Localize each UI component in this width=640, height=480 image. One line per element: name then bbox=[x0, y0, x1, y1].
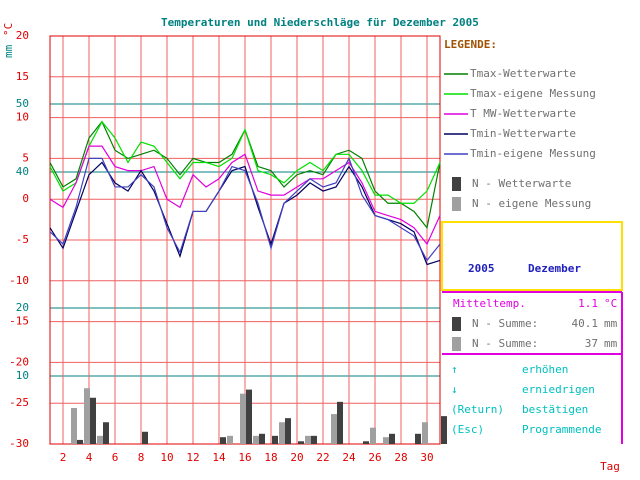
precipitation-bar bbox=[279, 422, 285, 444]
year: 2005 bbox=[468, 262, 495, 275]
x-tick-label: 16 bbox=[238, 451, 251, 464]
legend-swatch bbox=[452, 197, 461, 211]
stat-value: 37 bbox=[585, 337, 598, 350]
y-tick-label: 20 bbox=[16, 29, 29, 42]
control-key: (Return) bbox=[451, 403, 504, 416]
precipitation-bar bbox=[422, 422, 428, 444]
x-tick-label: 4 bbox=[86, 451, 93, 464]
date-box bbox=[441, 221, 623, 291]
x-tick-label: 30 bbox=[420, 451, 433, 464]
x-tick-label: 12 bbox=[186, 451, 199, 464]
stat-value: 1.1 bbox=[578, 297, 598, 310]
precipitation-bar bbox=[71, 407, 77, 444]
precipitation-bar bbox=[259, 433, 265, 444]
stat-value: 40.1 bbox=[572, 317, 599, 330]
y-tick-label: -20 bbox=[9, 355, 29, 368]
y2-unit: mm bbox=[2, 44, 15, 58]
precipitation-bar bbox=[272, 435, 278, 444]
precipitation-bar bbox=[311, 435, 317, 444]
x-tick-label: 8 bbox=[138, 451, 145, 464]
precipitation-bar bbox=[415, 433, 421, 444]
precipitation-bar bbox=[90, 397, 96, 444]
y-tick-label: 0 bbox=[22, 192, 29, 205]
precipitation-bar bbox=[331, 414, 337, 444]
stat-unit: mm bbox=[604, 317, 618, 330]
control-key: (Esc) bbox=[451, 423, 484, 436]
x-tick-label: 20 bbox=[290, 451, 303, 464]
x-tick-label: 24 bbox=[342, 451, 356, 464]
precipitation-bar bbox=[337, 401, 343, 444]
control-action: bestätigen bbox=[522, 403, 588, 416]
legend-title: LEGENDE: bbox=[444, 38, 497, 51]
month: Dezember bbox=[528, 262, 581, 275]
x-tick-label: 22 bbox=[316, 451, 329, 464]
control-action: erhöhen bbox=[522, 363, 568, 376]
legend-label: Tmax-eigene Messung bbox=[470, 87, 596, 100]
x-tick-label: 18 bbox=[264, 451, 277, 464]
y-tick-label: -25 bbox=[9, 396, 29, 409]
y2-tick-label: 10 bbox=[16, 369, 29, 382]
temperature-line bbox=[49, 156, 441, 262]
x-tick-label: 28 bbox=[394, 451, 407, 464]
legend-label: T MW-Wetterwarte bbox=[470, 107, 576, 120]
y2-tick-label: 40 bbox=[16, 165, 29, 178]
stat-label: Mitteltemp. bbox=[453, 297, 526, 310]
control-key: ↓ bbox=[451, 383, 458, 396]
precipitation-bar bbox=[285, 418, 291, 444]
legend-label: Tmax-Wetterwarte bbox=[470, 67, 576, 80]
precipitation-bar bbox=[77, 439, 83, 444]
precipitation-bar bbox=[441, 416, 447, 444]
precipitation-bar bbox=[84, 388, 90, 444]
x-tick-label: 10 bbox=[160, 451, 173, 464]
precipitation-bar bbox=[142, 431, 148, 444]
control-action: erniedrigen bbox=[522, 383, 595, 396]
precipitation-bar bbox=[363, 441, 369, 444]
precipitation-bar bbox=[240, 393, 246, 444]
legend-label: N - eigene Messung bbox=[472, 197, 591, 210]
temperature-line bbox=[49, 120, 441, 204]
x-tick-label: 26 bbox=[368, 451, 381, 464]
y-unit: °C bbox=[2, 23, 15, 36]
precipitation-bar bbox=[298, 441, 304, 444]
stat-unit: mm bbox=[604, 337, 618, 350]
x-tick-label: 6 bbox=[112, 451, 119, 464]
stat-unit: °C bbox=[604, 297, 617, 310]
precipitation-bar bbox=[227, 435, 233, 444]
precipitation-bar bbox=[370, 427, 376, 444]
precipitation-bar bbox=[246, 389, 252, 444]
y-tick-label: 10 bbox=[16, 111, 29, 124]
y2-tick-label: 20 bbox=[16, 301, 29, 314]
precipitation-bar bbox=[97, 435, 103, 444]
precipitation-bar bbox=[103, 422, 109, 444]
legend-swatch bbox=[452, 177, 461, 191]
y-tick-label: 5 bbox=[22, 151, 29, 164]
precipitation-bar bbox=[389, 433, 395, 444]
precipitation-bar bbox=[305, 435, 311, 444]
control-action: Programmende bbox=[522, 423, 601, 436]
y-tick-label: -15 bbox=[9, 315, 29, 328]
legend-label: Tmin-eigene Messung bbox=[470, 147, 596, 160]
legend-label: Tmin-Wetterwarte bbox=[470, 127, 576, 140]
y2-tick-label: 50 bbox=[16, 97, 29, 110]
x-tick-label: 2 bbox=[60, 451, 67, 464]
stat-swatch bbox=[452, 317, 461, 331]
precipitation-bar bbox=[383, 437, 389, 444]
stat-label: N - Summe: bbox=[472, 317, 538, 330]
legend-label: N - Wetterwarte bbox=[472, 177, 571, 190]
x-tick-label: 14 bbox=[212, 451, 226, 464]
precipitation-bar bbox=[220, 437, 226, 444]
y-tick-label: 15 bbox=[16, 70, 29, 83]
y-tick-label: -10 bbox=[9, 274, 29, 287]
control-key: ↑ bbox=[451, 363, 458, 376]
y-tick-label: -30 bbox=[9, 437, 29, 450]
x-axis-label: Tag bbox=[600, 460, 620, 473]
stat-label: N - Summe: bbox=[472, 337, 538, 350]
precipitation-bar bbox=[253, 435, 259, 444]
y-tick-label: -5 bbox=[16, 233, 29, 246]
temperature-line bbox=[49, 145, 441, 246]
stat-swatch bbox=[452, 337, 461, 351]
chart-title: Temperaturen und Niederschläge für Dezem… bbox=[161, 16, 479, 29]
